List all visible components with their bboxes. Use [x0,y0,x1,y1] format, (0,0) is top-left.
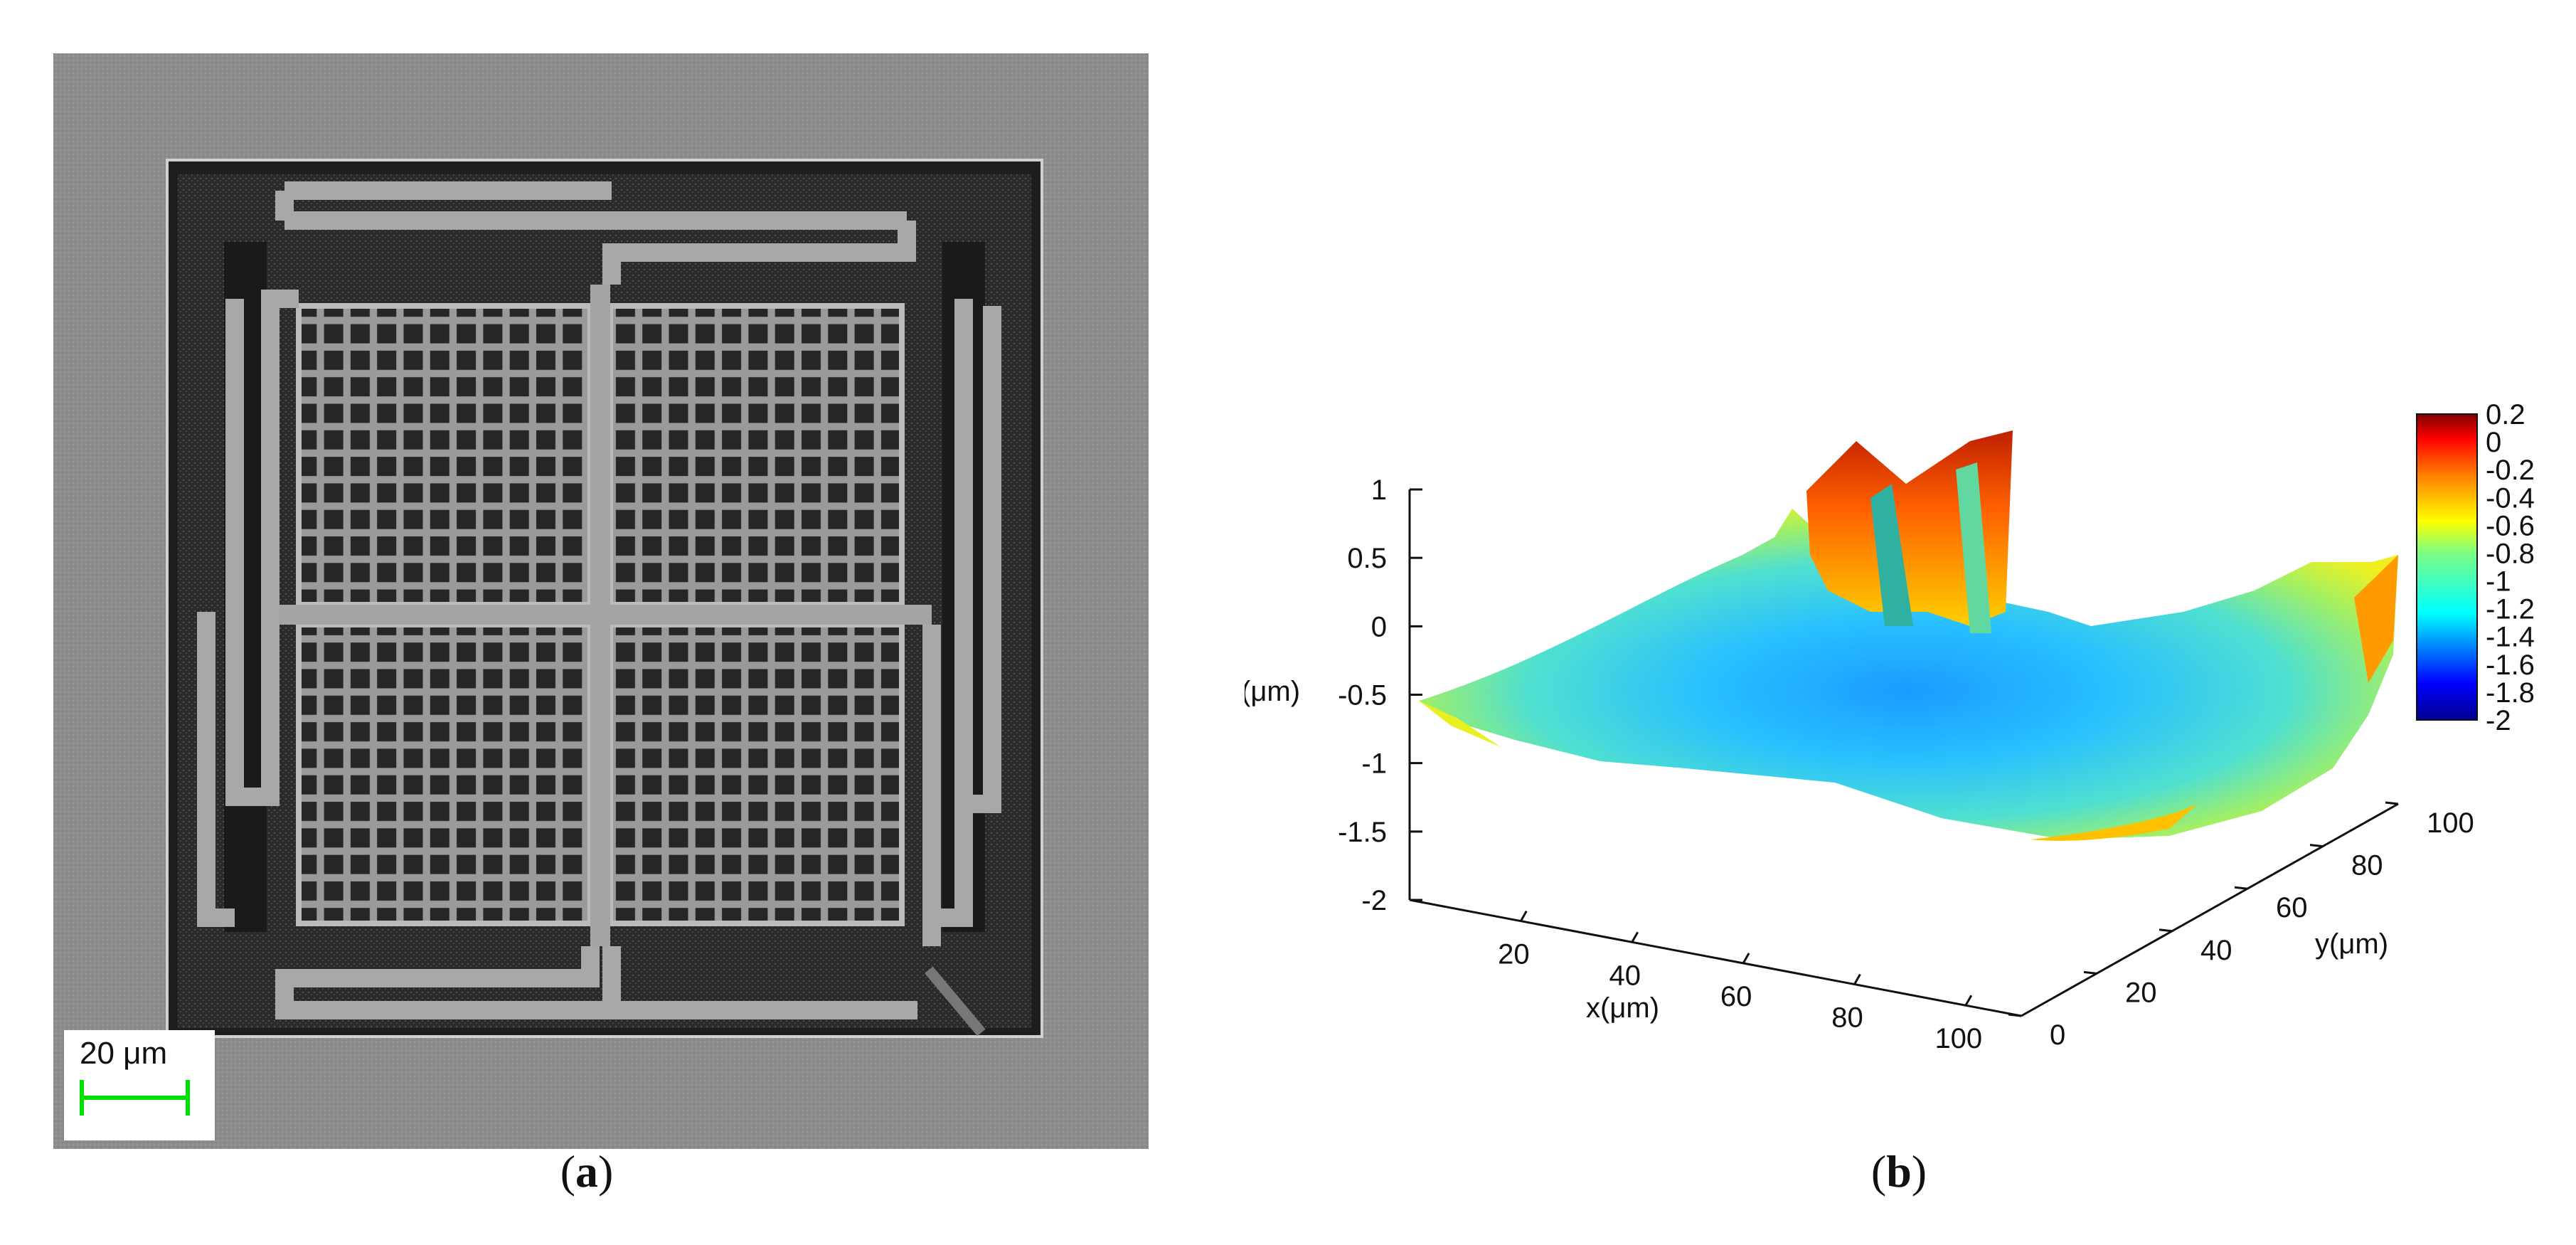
z-tick-label: 0.5 [1347,543,1387,574]
y-tick-label: 40 [2200,935,2232,966]
x-tick-label: 40 [1609,960,1641,991]
y-tick-label: 60 [2276,892,2308,923]
scale-bar-label: 20 μm [80,1036,168,1071]
colorbar-tick-label: -0.2 [2486,455,2535,486]
grid-plate [270,285,932,946]
colorbar-tick-label: -1.4 [2486,622,2535,653]
caption-b: (b) [1870,1146,1927,1197]
y-axis-label: y(μm) [2315,928,2388,960]
z-tick-label: 0 [1371,611,1387,642]
colorbar-tick-label: -2 [2486,705,2511,736]
colorbar-tick-label: -1 [2486,566,2511,598]
z-tick-label: -1.5 [1338,817,1387,848]
x-tick-label: 100 [1934,1023,1982,1054]
x-axis-ticks: 20 40 60 80 100 [1498,910,1982,1054]
x-tick-label: 80 [1831,1002,1863,1034]
z-axis-ticks: 1 0.5 0 -0.5 -1 -1.5 -2 [1338,475,1422,916]
caption-a: (a) [560,1146,614,1197]
z-tick-label: -2 [1361,885,1387,916]
colorbar-tick-label: 0.2 [2486,399,2526,430]
colorbar-tick-label: -1.6 [2486,650,2535,681]
colorbar-ticks: 0.20-0.2-0.4-0.6-0.8-1-1.2-1.4-1.6-1.8-2 [2486,399,2535,736]
y-tick-label: 0 [2050,1019,2065,1051]
y-axis-ticks: 0 20 40 60 80 100 [2008,801,2474,1051]
y-tick-label: 80 [2351,850,2383,881]
colorbar-tick-label: -0.8 [2486,538,2535,569]
surface-plot: 1 0.5 0 -0.5 -1 -1.5 -2 20 40 60 80 100 0 20 40 60 80 1… [1245,399,2535,1054]
colorbar-tick-label: -1.8 [2486,677,2535,709]
x-tick-label: 20 [1498,939,1530,970]
spring-beams [197,181,1001,1019]
x-tick-label: 60 [1720,981,1752,1012]
colorbar-tick-label: -1.2 [2486,594,2535,625]
colorbar-tick-label: -0.4 [2486,482,2535,514]
y-tick-label: 100 [2427,807,2474,839]
z-tick-label: 1 [1371,475,1387,506]
z-axis-label: z(μm) [1245,676,1300,707]
z-tick-label: -1 [1361,748,1387,780]
surface [1419,430,2398,841]
y-tick-label: 20 [2125,977,2157,1008]
sem-micrograph [53,53,1149,1149]
z-tick-label: -0.5 [1338,680,1387,711]
colorbar-tick-label: -0.6 [2486,510,2535,541]
colorbar-tick-label: 0 [2486,427,2501,458]
scale-bar: 20 μm [64,1030,215,1140]
x-axis-label: x(μm) [1586,992,1659,1024]
colorbar [2416,413,2478,721]
